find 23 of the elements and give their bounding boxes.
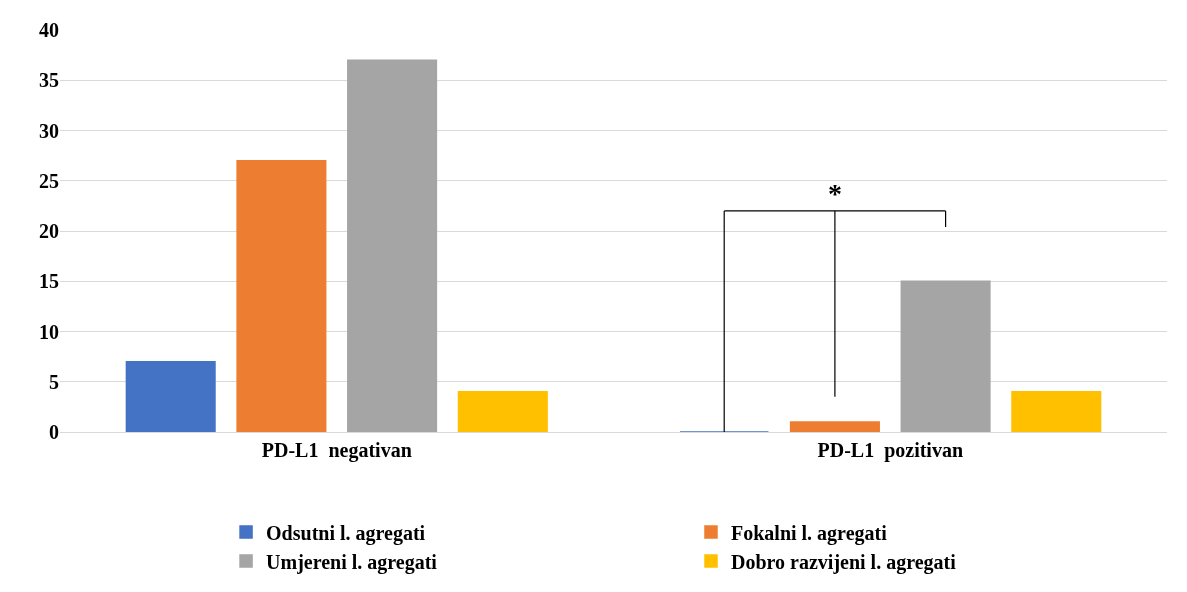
legend-label: Fokalni l. agregati: [730, 521, 888, 545]
bar: [347, 59, 438, 432]
y-tick-label: 0: [49, 421, 59, 443]
bar: [900, 280, 991, 432]
legend-label: Dobro razvijeni l. agregati: [730, 550, 957, 574]
y-tick-label: 10: [39, 320, 59, 343]
x-tick-label: PD-L1 pozitivan: [817, 439, 964, 462]
y-tick-label: 5: [49, 370, 59, 393]
bar: [236, 159, 327, 432]
y-tick-label: 40: [39, 19, 59, 41]
y-tick-label: 20: [39, 220, 59, 242]
y-tick-label: 25: [39, 169, 59, 192]
y-tick-label: 30: [39, 119, 59, 142]
annotation: *: [828, 178, 842, 209]
legend-label: Umjereni l. agregati: [266, 550, 438, 574]
bar: [457, 391, 548, 432]
y-tick-label: 15: [39, 270, 59, 293]
x-tick-label: PD-L1 negativan: [261, 439, 412, 462]
bar: [1011, 391, 1102, 432]
bar: [125, 360, 216, 432]
y-tick-label: 35: [39, 69, 59, 92]
legend-label: Odsutni l. agregati: [266, 521, 426, 545]
bar: [789, 421, 880, 432]
